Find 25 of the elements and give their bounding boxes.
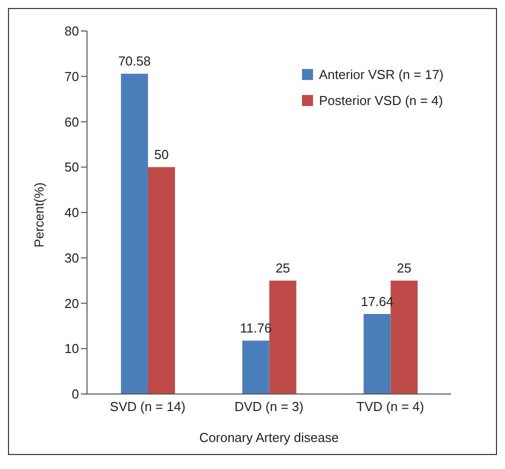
bar [120, 74, 148, 394]
y-tick-label: 30 [64, 250, 79, 266]
y-axis-title: Percent(%) [32, 182, 47, 248]
y-tick-label: 20 [64, 296, 79, 311]
bar [269, 280, 296, 394]
bar [364, 314, 391, 394]
x-tick-label: TVD (n = 4) [356, 399, 424, 414]
data-label: 50 [154, 147, 169, 162]
x-tick-label: SVD (n = 14) [110, 399, 186, 414]
y-tick-label: 40 [64, 205, 79, 220]
y-tick-label: 80 [64, 24, 79, 39]
x-axis-title: Coronary Artery disease [199, 430, 339, 445]
y-tick-label: 50 [64, 160, 79, 175]
y-tick-label: 10 [64, 341, 79, 356]
y-tick-label: 0 [72, 386, 79, 402]
x-tick-label: DVD (n = 3) [234, 399, 304, 414]
bar [148, 167, 175, 394]
data-label: 25 [396, 260, 412, 276]
bar [242, 340, 270, 394]
y-tick-label: 70 [64, 68, 79, 84]
y-tick-label: 60 [64, 114, 79, 130]
data-label: 70.58 [118, 54, 151, 69]
data-label: 25 [276, 260, 290, 276]
legend-label: Posterior VSD (n = 4) [319, 92, 443, 108]
legend-label: Anterior VSR (n = 17) [319, 66, 444, 82]
